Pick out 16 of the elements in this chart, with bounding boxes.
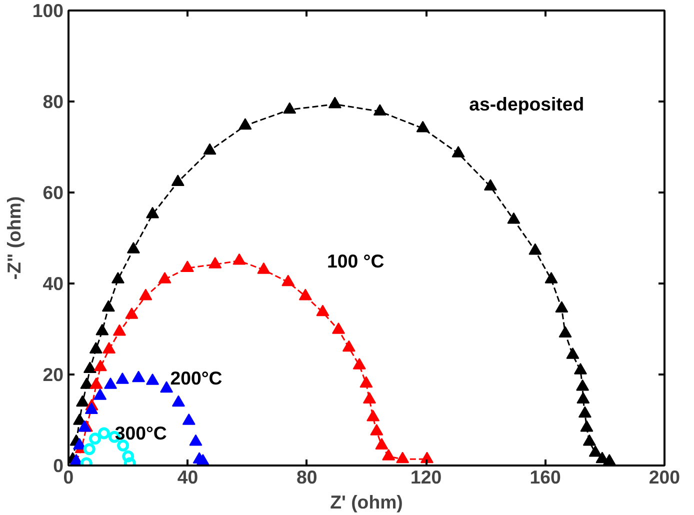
series-label: 100 °C	[326, 250, 384, 272]
y-axis-title: -Z" (ohm)	[3, 196, 24, 280]
x-axis-title: Z' (ohm)	[330, 492, 403, 512]
series-label: 300°C	[114, 422, 167, 444]
x-tick-label: 160	[530, 466, 561, 488]
x-tick-label: 120	[410, 466, 442, 488]
series-label: 200°C	[170, 368, 222, 389]
y-tick-label: 80	[42, 91, 64, 112]
y-tick-label: 100	[32, 0, 64, 21]
y-tick-label: 40	[42, 273, 64, 294]
x-tick-label: 40	[177, 466, 198, 488]
x-tick-label: 80	[296, 466, 318, 488]
y-tick-label: 60	[42, 182, 64, 203]
y-tick-label: 20	[42, 364, 64, 385]
x-tick-label: 200	[648, 466, 680, 488]
series-label: as-deposited	[469, 94, 584, 115]
